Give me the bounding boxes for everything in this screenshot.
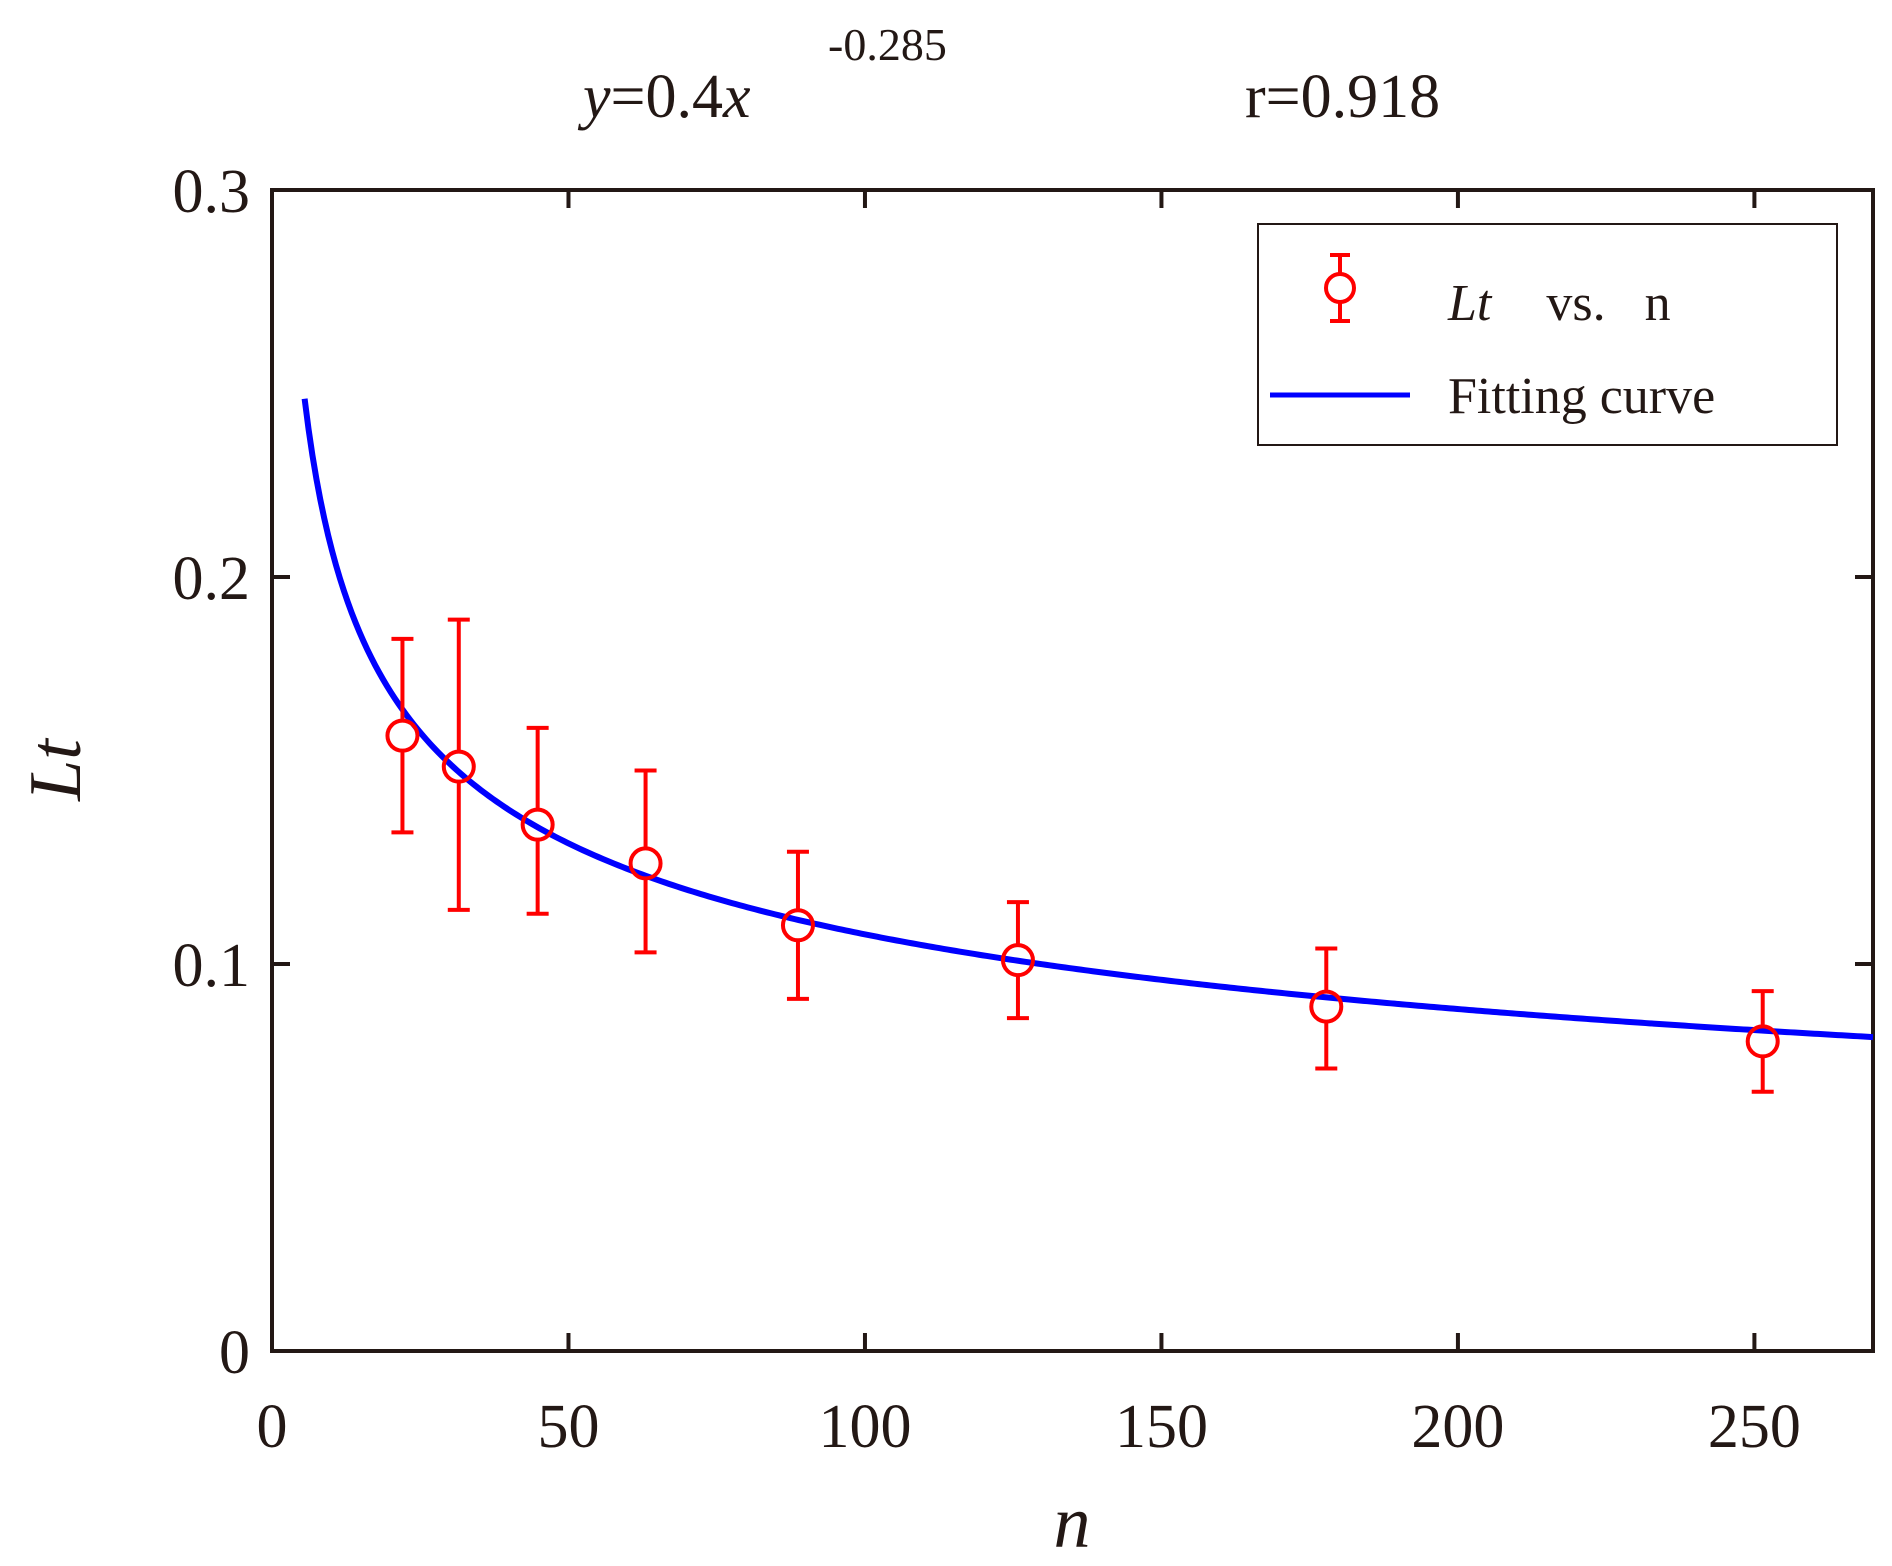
x-tick-label: 250	[1708, 1393, 1801, 1461]
data-marker	[441, 749, 476, 784]
equation-var-x: x	[722, 63, 751, 131]
legend-circle-marker	[1324, 272, 1356, 304]
svg-text:y=0.4x: y=0.4x	[577, 63, 751, 131]
data-marker	[1309, 989, 1344, 1024]
y-tick-label: 0.1	[173, 932, 251, 1000]
data-point	[1745, 989, 1780, 1094]
fit-curve	[301, 398, 1874, 1041]
legend-label-errorbar: Lt vs. n	[1447, 275, 1671, 332]
y-tick-label: 0.3	[173, 158, 251, 226]
data-point	[520, 725, 555, 916]
data-marker	[780, 908, 815, 943]
data-marker	[385, 718, 420, 753]
legend-label-errorbar-rest: vs. n	[1546, 275, 1670, 332]
x-axis-title: n	[1054, 1482, 1091, 1564]
ticks-layer: 0 50 100 150 200 250 0 0.1 0.2 0.3	[173, 158, 1873, 1461]
data-point	[780, 849, 815, 1001]
equation-coefficient: =0.4	[611, 63, 723, 131]
y-tick-label: 0	[219, 1319, 250, 1387]
y-axis-title: Lt	[15, 737, 97, 802]
correlation-label: r=0.918	[1245, 63, 1440, 131]
x-tick-label: 200	[1411, 1393, 1504, 1461]
equation-exponent: -0.285	[828, 19, 947, 70]
data-point	[1309, 946, 1344, 1071]
equation-var-y: y	[577, 63, 611, 131]
data-point	[441, 617, 476, 912]
data-point	[628, 768, 663, 955]
y-tick-label: 0.2	[173, 545, 251, 613]
legend-marker-errorbar	[1324, 253, 1356, 323]
data-marker	[628, 846, 663, 881]
data-marker	[1745, 1024, 1780, 1059]
legend-label-fit: Fitting curve	[1448, 368, 1715, 425]
x-tick-label: 0	[257, 1393, 288, 1461]
legend-box	[1257, 223, 1838, 446]
plot-frame	[270, 188, 1875, 1353]
points-layer	[385, 617, 1780, 1094]
legend: Lt vs. n Fitting curve	[1257, 223, 1838, 446]
x-tick-label: 50	[537, 1393, 599, 1461]
data-marker	[1000, 943, 1035, 978]
equation-annotation: y=0.4x -0.285 r=0.918	[577, 19, 1440, 131]
data-point	[1000, 900, 1035, 1021]
x-tick-label: 100	[818, 1393, 911, 1461]
curve-layer	[301, 398, 1874, 1041]
legend-label-errorbar-italic: Lt	[1447, 275, 1493, 332]
x-tick-label: 150	[1115, 1393, 1208, 1461]
data-point	[385, 636, 420, 835]
data-marker	[520, 807, 555, 842]
